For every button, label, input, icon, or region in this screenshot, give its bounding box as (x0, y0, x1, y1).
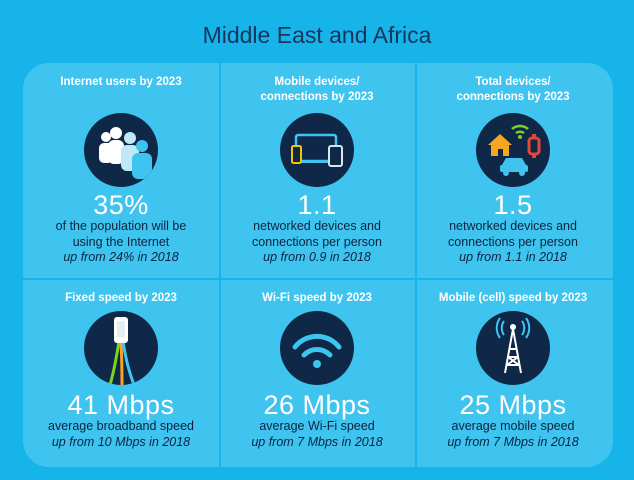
stat-value: 35% (93, 190, 149, 220)
stat-value: 26 Mbps (263, 390, 371, 420)
stat-mobile-devices: Mobile devices/ connections by 2023 1.1 … (219, 75, 415, 266)
connected-home-icon (476, 113, 550, 187)
stat-heading: Mobile devices/ connections by 2023 (260, 76, 374, 103)
wifi-icon (280, 311, 354, 385)
stat-change: up from 1.1 in 2018 (459, 250, 567, 264)
stat-heading: Fixed speed by 2023 (65, 292, 177, 304)
stat-change: up from 7 Mbps in 2018 (251, 434, 383, 449)
page-title: Middle East and Africa (202, 22, 432, 48)
stat-change: up from 7 Mbps in 2018 (447, 434, 579, 449)
stat-value: 1.1 (297, 190, 337, 220)
stat-internet-users: Internet users by 2023 35% of the popula… (23, 75, 219, 266)
stat-fixed-speed: Fixed speed by 2023 41 Mbps average broa… (23, 291, 219, 450)
stat-heading: Mobile (cell) speed by 2023 (438, 292, 588, 304)
stat-heading: Wi-Fi speed by 2023 (262, 292, 372, 304)
stats-panel: Internet users by 2023 35% of the popula… (23, 63, 613, 467)
divider (219, 63, 221, 467)
stat-value: 1.5 (493, 190, 533, 220)
stat-value: 25 Mbps (459, 390, 567, 420)
stat-wifi-speed: Wi-Fi speed by 2023 26 Mbps average Wi-F… (219, 291, 415, 450)
stat-heading: Total devices/ connections by 2023 (456, 76, 570, 103)
people-icon (84, 113, 158, 187)
stat-description: average Wi-Fi speed (259, 419, 375, 433)
stat-description: average mobile speed (451, 419, 575, 433)
stat-description: using the Internet (72, 234, 170, 249)
divider (23, 278, 613, 280)
stat-description: average broadband speed (48, 419, 194, 433)
stat-value: 41 Mbps (67, 390, 175, 420)
cell-tower-icon (476, 311, 550, 385)
devices-icon (280, 113, 354, 187)
stat-change: up from 24% in 2018 (63, 250, 179, 264)
stat-description: connections per person (448, 234, 578, 249)
stat-description: connections per person (252, 234, 382, 249)
stat-description: networked devices and (449, 219, 577, 233)
stat-change: up from 0.9 in 2018 (263, 250, 371, 264)
stat-heading: Internet users by 2023 (60, 76, 182, 88)
stat-description: networked devices and (253, 219, 381, 233)
stat-mobile-speed: Mobile (cell) speed by 2023 25 Mbps aver… (415, 291, 611, 450)
divider (415, 63, 417, 467)
fiber-cable-icon (84, 311, 158, 385)
stat-total-devices: Total devices/ connections by 2023 1.5 n… (415, 75, 611, 266)
stat-description: of the population will be (55, 219, 187, 233)
stat-change: up from 10 Mbps in 2018 (51, 434, 191, 449)
